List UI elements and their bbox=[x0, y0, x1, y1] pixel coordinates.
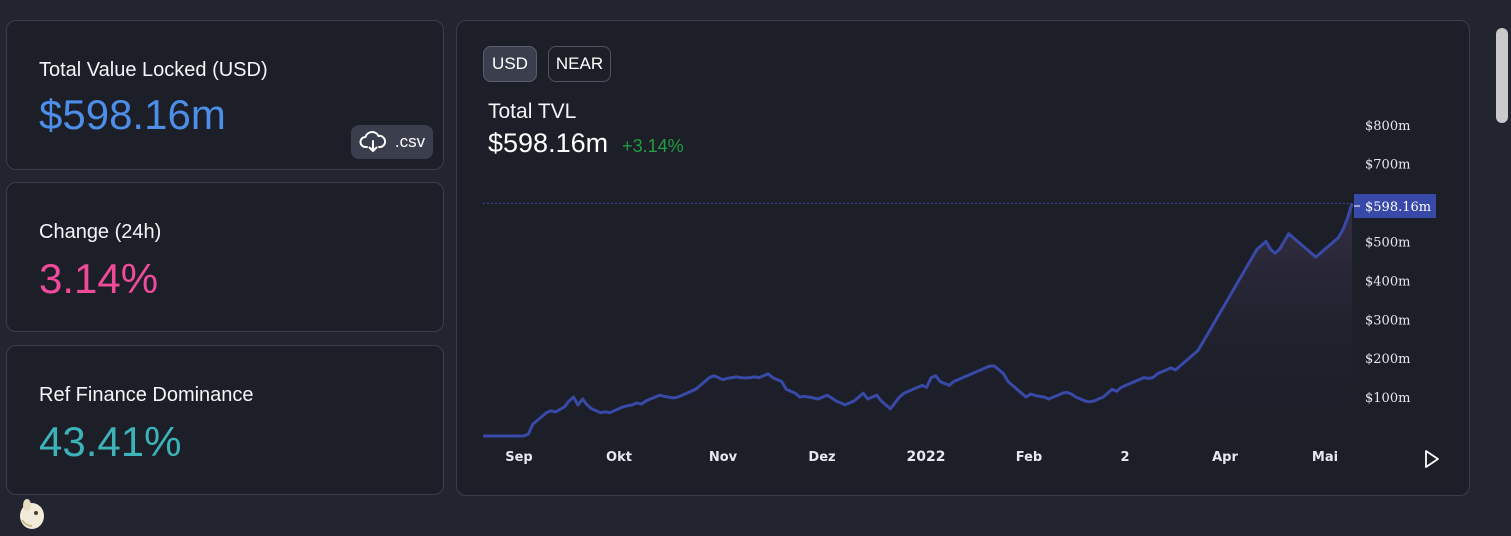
x-tick-label: Apr bbox=[1212, 450, 1238, 465]
tvl-value: $598.16m bbox=[39, 91, 226, 138]
y-tick-label: $700m bbox=[1365, 158, 1410, 173]
tvl-chart[interactable]: $100m $200m $300m $400m $500m $700m $800m Sep O… bbox=[457, 21, 1469, 495]
x-tick-label: 2022 bbox=[907, 449, 946, 465]
x-tick-label: 2 bbox=[1120, 450, 1129, 465]
download-cloud-icon bbox=[359, 131, 386, 152]
tvl-line bbox=[483, 202, 1354, 438]
price-tag-label: $598.16m bbox=[1365, 200, 1431, 215]
tvl-card: Total Value Locked (USD) $598.16m .csv bbox=[6, 20, 444, 170]
price-tag: $598.16m bbox=[1354, 194, 1436, 218]
y-tick-label: $800m bbox=[1365, 119, 1410, 134]
x-tick-label: Mai bbox=[1312, 450, 1338, 465]
download-csv-button[interactable]: .csv bbox=[351, 125, 433, 159]
llama-avatar bbox=[20, 499, 44, 529]
y-tick-label: $300m bbox=[1365, 313, 1410, 328]
y-tick-label: $500m bbox=[1365, 236, 1410, 251]
x-tick-label: Sep bbox=[505, 450, 533, 465]
x-tick-label: Feb bbox=[1016, 450, 1042, 465]
dominance-card: Ref Finance Dominance 43.41% bbox=[6, 345, 444, 495]
y-tick-label: $100m bbox=[1365, 391, 1410, 406]
tvl-label: Total Value Locked (USD) bbox=[39, 59, 268, 81]
dominance-label: Ref Finance Dominance bbox=[39, 384, 254, 406]
chart-change: +3.14% bbox=[622, 136, 684, 156]
toggle-usd[interactable]: USD bbox=[483, 46, 537, 82]
x-tick-label: Okt bbox=[606, 450, 632, 465]
y-tick-label: $200m bbox=[1365, 352, 1410, 367]
play-icon[interactable] bbox=[1423, 449, 1441, 469]
chart-card: USD NEAR Total TVL $598.16m +3.14% $100m… bbox=[456, 20, 1470, 496]
x-tick-label: Nov bbox=[709, 450, 738, 465]
toggle-near[interactable]: NEAR bbox=[548, 46, 611, 82]
chart-value: $598.16m bbox=[488, 128, 609, 158]
x-tick-label: Dez bbox=[808, 450, 835, 465]
csv-label: .csv bbox=[394, 132, 426, 151]
change-label: Change (24h) bbox=[39, 221, 162, 243]
tvl-area bbox=[483, 203, 1352, 436]
change-value: 3.14% bbox=[39, 255, 159, 302]
chart-value-row: $598.16m +3.14% bbox=[488, 128, 684, 159]
chart-title: Total TVL bbox=[488, 100, 577, 123]
page-scrollbar[interactable] bbox=[1496, 28, 1508, 123]
change-card: Change (24h) 3.14% bbox=[6, 182, 444, 332]
dominance-value: 43.41% bbox=[39, 418, 182, 465]
y-tick-label: $400m bbox=[1365, 274, 1410, 289]
